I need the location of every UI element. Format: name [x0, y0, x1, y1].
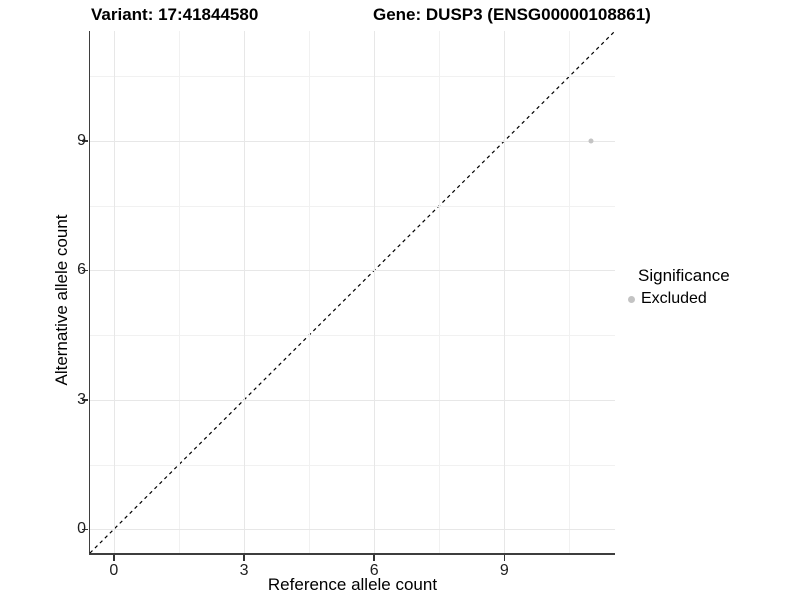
plot-title-variant: Variant: 17:41844580 [91, 5, 259, 24]
y-axis-tick [82, 269, 88, 272]
gridline-minor-y [90, 76, 615, 78]
y-axis-tick-label: 6 [77, 261, 86, 279]
y-axis-line [88, 31, 90, 555]
y-axis-tick [82, 140, 88, 142]
x-axis-tick [113, 555, 115, 561]
gridline-minor-x [309, 31, 311, 553]
x-axis-tick [503, 555, 506, 561]
x-axis-line [88, 553, 615, 555]
data-point [588, 138, 594, 144]
plot-panel [82, 30, 616, 561]
gridline-major-x [113, 31, 115, 553]
gridline-major-x [244, 31, 246, 553]
gridline-major-y [90, 141, 615, 142]
gridline-major-x [374, 31, 376, 553]
gridline-minor-y [90, 205, 615, 207]
gridline-major-y [90, 399, 615, 401]
x-axis-tick-label: 3 [239, 562, 249, 579]
legend-item: Excluded [624, 290, 730, 308]
x-axis-title: Reference allele count [267, 575, 438, 594]
legend-item-label: Excluded [641, 290, 707, 307]
y-axis-tick [82, 399, 88, 401]
gridline-minor-x [569, 31, 571, 553]
legend-title: Significance [638, 266, 730, 285]
y-axis-tick [82, 528, 88, 531]
y-axis-tick-label: 9 [77, 132, 86, 149]
gridline-major-y [90, 529, 615, 531]
y-axis-tick-label: 0 [77, 520, 86, 538]
plot-title-gene: Gene: DUSP3 (ENSG00000108861) [373, 5, 651, 24]
legend: Significance Excluded [624, 266, 730, 308]
gridline-minor-x [439, 31, 441, 553]
x-axis-tick-label: 9 [499, 562, 509, 579]
y-axis-tick-label: 3 [77, 390, 86, 408]
gridline-minor-y [90, 335, 615, 337]
x-axis-tick [373, 555, 375, 561]
y-axis-title: Alternative allele count [52, 214, 71, 386]
x-axis-tick-label: 6 [369, 562, 379, 579]
identity-line-layer [89, 30, 616, 554]
x-axis-tick [243, 555, 245, 561]
gridline-minor-x [178, 31, 180, 553]
identity-dashed-line [89, 30, 616, 554]
legend-key-dot-icon [628, 295, 635, 303]
gridline-major-y [90, 270, 615, 272]
x-axis-tick-label: 0 [109, 562, 119, 579]
gridline-minor-y [90, 464, 615, 466]
gridline-major-x [504, 31, 506, 553]
